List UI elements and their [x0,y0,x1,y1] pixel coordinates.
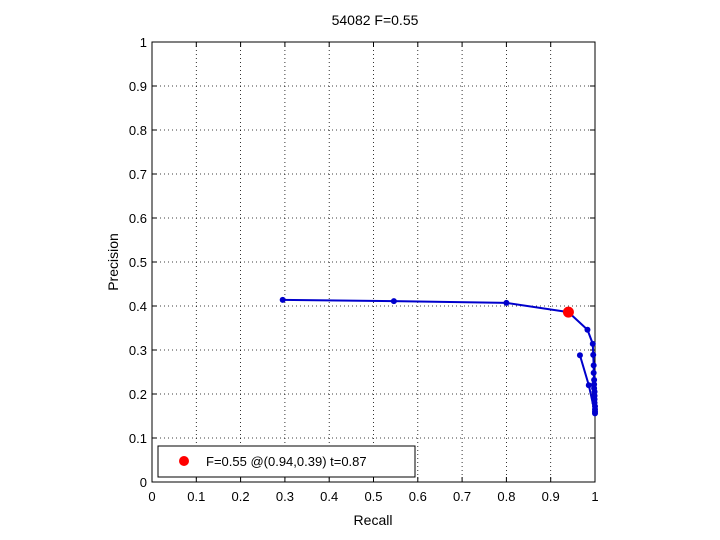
x-tick-label: 0.8 [497,489,515,504]
y-tick-label: 0.7 [129,167,147,182]
data-point [503,299,510,306]
y-tick-label: 0 [140,475,147,490]
y-tick-label: 0.4 [129,299,147,314]
data-point [390,298,397,305]
x-tick-label: 0.3 [276,489,294,504]
legend-box [157,445,416,478]
y-tick-label: 0.9 [129,79,147,94]
x-tick-label: 0.9 [542,489,560,504]
y-tick-label: 1 [140,35,147,50]
grid-lines [152,42,595,482]
x-axis-label: Recall [354,512,393,528]
x-tick-label: 0.4 [320,489,338,504]
x-tick-label: 0 [148,489,155,504]
x-tick-label: 1 [591,489,598,504]
x-tick-label: 0.6 [409,489,427,504]
legend-marker [179,456,189,466]
x-tick-label: 0.1 [187,489,205,504]
y-tick-label: 0.8 [129,123,147,138]
data-point [279,296,286,303]
x-axis-ticks: 0 0.1 0.2 0.3 0.4 0.5 0.6 0.7 0.8 0.9 1 [148,42,599,504]
data-point [592,410,598,417]
data-point [576,352,583,359]
data-point [591,376,598,383]
best-f-point [562,306,574,318]
data-point [590,369,597,376]
x-tick-label: 0.2 [232,489,250,504]
data-point [590,362,597,369]
chart-title: 54082 F=0.55 [332,12,419,28]
y-tick-label: 0.3 [129,343,147,358]
x-tick-label: 0.7 [453,489,471,504]
data-point [584,326,591,333]
y-tick-label: 0.1 [129,431,147,446]
y-axis-label: Precision [105,233,121,291]
series-layer [279,296,598,417]
data-point [590,351,597,358]
y-tick-label: 0.2 [129,387,147,402]
legend-label: F=0.55 @(0.94,0.39) t=0.87 [206,454,367,469]
x-tick-label: 0.5 [364,489,382,504]
y-tick-label: 0.6 [129,211,147,226]
legend: F=0.55 @(0.94,0.39) t=0.87 [157,445,416,478]
y-axis-ticks: 0 0.1 0.2 0.3 0.4 0.5 0.6 0.7 0.8 0.9 1 [129,35,595,490]
series-line [282,298,596,415]
data-point [589,340,596,347]
y-tick-label: 0.5 [129,255,147,270]
data-point [585,382,592,389]
